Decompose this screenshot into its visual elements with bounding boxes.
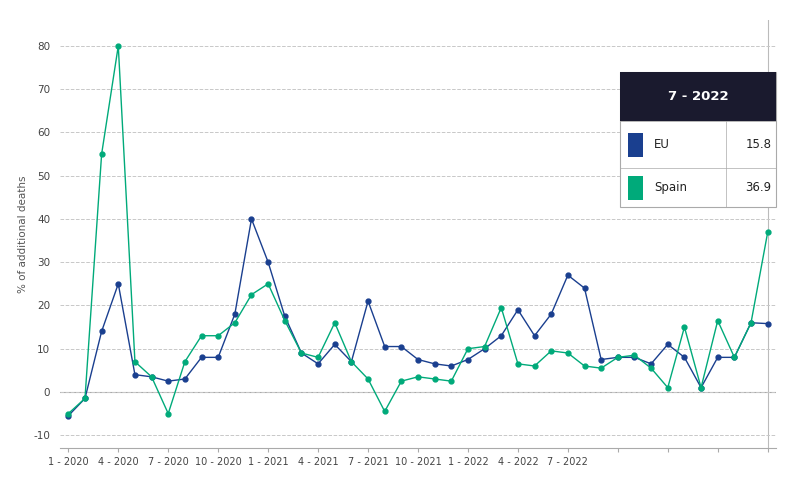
FancyBboxPatch shape — [620, 72, 776, 121]
Text: 15.8: 15.8 — [746, 138, 771, 151]
Text: 7 - 2022: 7 - 2022 — [668, 90, 728, 103]
Y-axis label: % of additional deaths: % of additional deaths — [18, 175, 28, 293]
Text: EU: EU — [654, 138, 670, 151]
Text: Spain: Spain — [654, 181, 687, 194]
FancyBboxPatch shape — [628, 132, 643, 157]
Text: 36.9: 36.9 — [745, 181, 771, 194]
FancyBboxPatch shape — [620, 72, 776, 207]
FancyBboxPatch shape — [628, 176, 643, 200]
